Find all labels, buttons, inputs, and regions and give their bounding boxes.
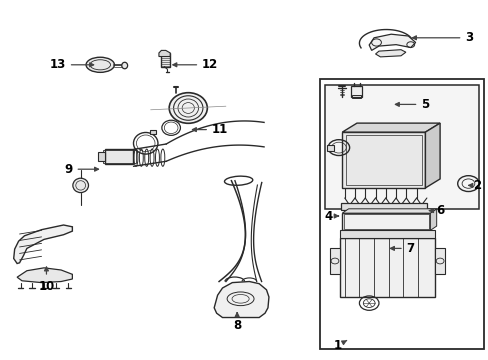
Polygon shape (425, 123, 439, 188)
Text: 11: 11 (192, 123, 228, 136)
Bar (343, 210, 347, 212)
Bar (350, 86, 361, 97)
Ellipse shape (169, 93, 207, 123)
Text: 6: 6 (428, 204, 443, 217)
Bar (329, 248, 339, 274)
Bar (98, 152, 105, 161)
Text: 13: 13 (49, 58, 93, 71)
Bar (339, 238, 434, 297)
Bar (345, 135, 422, 185)
Bar (325, 85, 478, 209)
Text: 8: 8 (233, 313, 241, 332)
Text: 9: 9 (64, 163, 98, 176)
Bar (351, 95, 360, 98)
Bar (320, 79, 483, 349)
Bar (339, 230, 434, 238)
Bar (343, 214, 428, 229)
Polygon shape (429, 209, 436, 230)
Bar (102, 150, 136, 163)
Text: 10: 10 (38, 267, 55, 293)
Ellipse shape (86, 57, 114, 72)
Polygon shape (14, 225, 72, 264)
Bar (161, 53, 170, 67)
Bar (326, 145, 333, 151)
Polygon shape (368, 34, 415, 50)
Text: 4: 4 (324, 210, 338, 222)
Polygon shape (17, 268, 72, 283)
Polygon shape (375, 50, 405, 57)
Ellipse shape (122, 62, 127, 69)
Bar (421, 210, 425, 212)
Text: 3: 3 (412, 31, 472, 44)
Bar (383, 210, 387, 212)
Text: 1: 1 (333, 339, 346, 352)
Text: 2: 2 (468, 179, 480, 192)
Bar (341, 203, 426, 210)
Polygon shape (342, 123, 439, 132)
Bar (410, 210, 414, 212)
Bar (396, 210, 400, 212)
Bar (434, 248, 444, 274)
Text: 5: 5 (395, 98, 428, 111)
Text: 12: 12 (173, 58, 218, 71)
Bar (105, 149, 133, 164)
Polygon shape (159, 50, 170, 57)
Bar (342, 132, 425, 188)
Bar (342, 213, 429, 230)
Polygon shape (342, 209, 436, 213)
Polygon shape (214, 282, 268, 318)
Bar (356, 210, 360, 212)
Ellipse shape (73, 178, 88, 193)
Bar (149, 130, 155, 134)
Text: 7: 7 (390, 242, 414, 255)
Bar (370, 210, 374, 212)
